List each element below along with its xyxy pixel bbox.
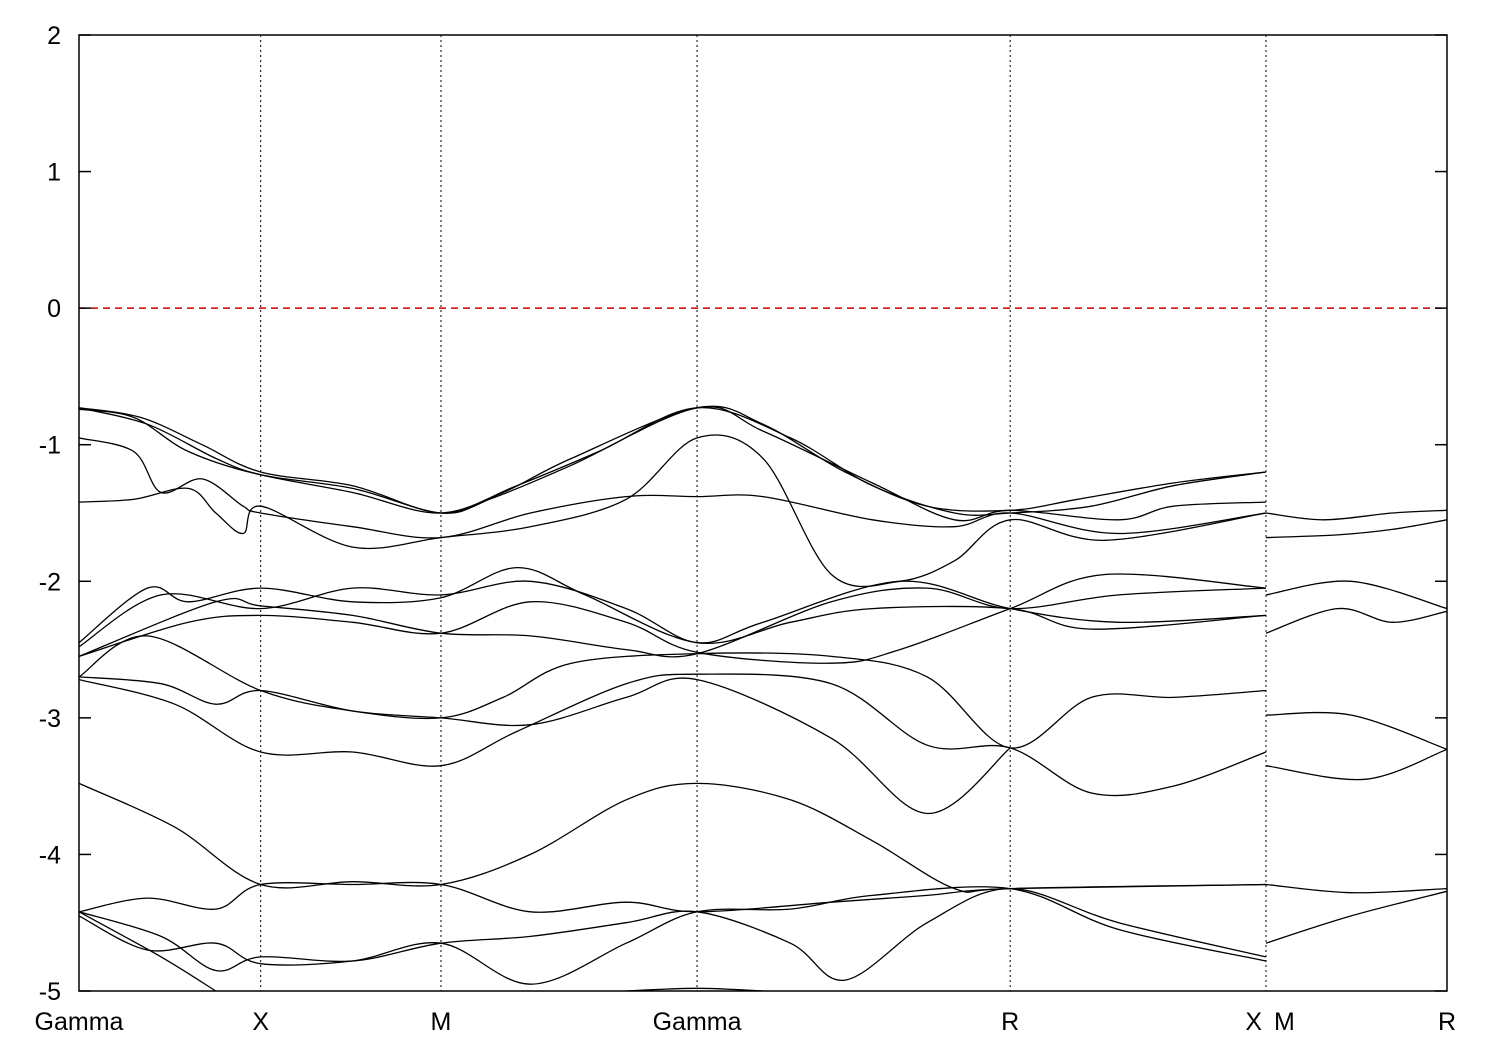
k-point-label: Gamma xyxy=(35,1008,124,1036)
band-line-15 xyxy=(79,635,1011,815)
y-ticks-group: 2 1 0 -1 -2 -3 -4 -5 xyxy=(39,22,1447,1006)
band-line-22 xyxy=(79,911,217,991)
band-line-5 xyxy=(1265,509,1447,521)
band-line-20 xyxy=(79,887,1267,981)
band-line-4 xyxy=(79,434,1267,588)
band-line-6 xyxy=(1265,519,1447,539)
band-line-12 xyxy=(1265,607,1447,634)
y-tick-label: 2 xyxy=(47,22,61,50)
band-line-1 xyxy=(79,407,1267,516)
band-line-2 xyxy=(79,406,1267,522)
band-line-0 xyxy=(79,405,1267,514)
plot-frame-group xyxy=(78,34,1448,992)
y-tick-label: -3 xyxy=(39,705,61,733)
band-line-19 xyxy=(79,881,1267,913)
band-line-3 xyxy=(79,437,1267,539)
band-line-24 xyxy=(1265,883,1447,894)
band-line-25 xyxy=(1265,890,1447,944)
band-line-14 xyxy=(79,673,1267,797)
x-ticks-group: Gamma X M Gamma R X M R xyxy=(35,1008,1456,1036)
k-point-label: M xyxy=(1274,1008,1295,1036)
band-line-18 xyxy=(79,782,1267,893)
band-line-8 xyxy=(79,580,1267,648)
plot-frame xyxy=(78,34,1448,992)
k-point-label: R xyxy=(1001,1008,1019,1036)
y-tick-label: -1 xyxy=(39,432,61,460)
k-point-label: Gamma xyxy=(653,1008,742,1036)
band-line-11 xyxy=(1265,580,1447,610)
y-tick-label: -5 xyxy=(39,978,61,1006)
band-line-21 xyxy=(79,886,1267,985)
y-tick-label: 1 xyxy=(47,159,61,187)
y-tick-label: 0 xyxy=(47,295,61,323)
band-line-13 xyxy=(79,652,1267,749)
y-tick-label: -2 xyxy=(39,568,61,596)
band-line-9 xyxy=(79,573,1267,664)
k-point-label: X xyxy=(252,1008,269,1036)
y-tick-label: -4 xyxy=(39,841,61,869)
band-line-16 xyxy=(1265,711,1447,750)
k-point-grid-lines xyxy=(260,35,1267,991)
band-lines-group xyxy=(79,405,1447,991)
k-point-label: X xyxy=(1245,1008,1262,1036)
k-point-label: R xyxy=(1438,1008,1456,1036)
band-line-17 xyxy=(1265,748,1447,781)
k-point-label: M xyxy=(431,1008,452,1036)
band-line-10 xyxy=(79,587,1267,658)
band-line-23 xyxy=(626,987,764,991)
